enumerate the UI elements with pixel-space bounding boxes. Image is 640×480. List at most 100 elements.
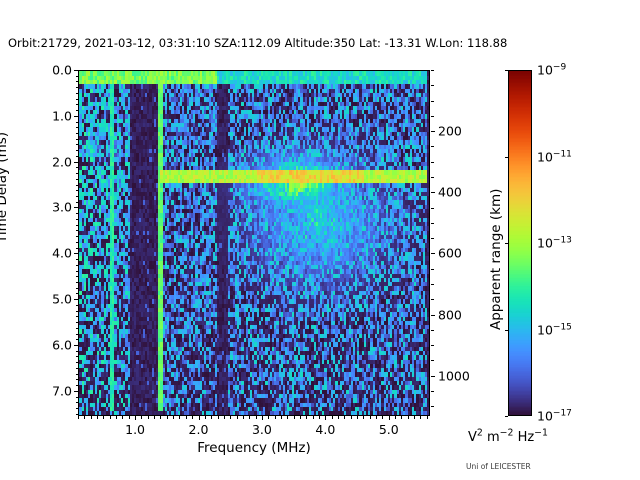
y-axis-minor-tick <box>75 184 78 186</box>
x-axis-tick-label: 3.0 <box>251 422 272 437</box>
y-axis-major-tick <box>74 207 78 209</box>
x-axis-minor-tick <box>293 416 295 419</box>
x-axis-minor-tick <box>242 416 244 419</box>
y-axis-major-tick <box>74 70 78 71</box>
y-axis-minor-tick <box>75 281 78 283</box>
x-axis-minor-tick <box>299 416 301 419</box>
y-axis-minor-tick <box>75 155 78 157</box>
x-axis-minor-tick <box>192 416 194 419</box>
x-axis-minor-tick <box>280 416 282 419</box>
y-axis-minor-tick <box>75 218 78 220</box>
y-axis-tick-label: 1.0 <box>52 108 72 124</box>
y-axis-minor-tick <box>75 201 78 203</box>
colorbar-unit-label: V2 m−2 Hz−1 <box>468 427 548 445</box>
y-axis-right-major-tick <box>431 192 435 194</box>
y-axis-minor-tick <box>75 92 78 94</box>
y-axis-right-label: Apparent range (km) <box>488 188 504 330</box>
x-axis-minor-tick <box>185 416 187 419</box>
x-axis-minor-tick <box>382 416 384 419</box>
y-axis-minor-tick <box>75 178 78 180</box>
y-axis-minor-tick <box>75 264 78 266</box>
y-axis-minor-tick <box>75 333 78 335</box>
y-axis-tick-label: 7.0 <box>52 383 72 399</box>
y-axis-minor-tick <box>75 196 78 198</box>
y-axis-major-tick <box>74 344 78 346</box>
y-axis-minor-tick <box>75 407 78 409</box>
y-axis-minor-tick <box>75 362 78 364</box>
x-axis-minor-tick <box>319 416 320 419</box>
x-axis-minor-tick <box>274 416 276 419</box>
colorbar-tick <box>504 416 508 417</box>
y-axis-right-minor-tick <box>431 268 434 270</box>
y-axis-right-minor-tick <box>431 161 434 163</box>
y-axis-label: Time Delay (ms) <box>0 131 10 243</box>
y-axis-minor-tick <box>75 190 78 192</box>
y-axis-minor-tick <box>75 236 78 238</box>
y-axis-minor-tick <box>75 138 78 140</box>
x-axis-minor-tick <box>255 416 257 419</box>
x-axis-tick-label: 2.0 <box>188 422 209 437</box>
y-axis-tick-label: 5.0 <box>52 291 72 307</box>
y-axis-right-minor-tick <box>431 406 434 408</box>
y-axis-right-tick-label: 600 <box>438 245 462 261</box>
y-axis-minor-tick <box>75 230 78 232</box>
y-axis-right-major-tick <box>431 375 435 377</box>
x-axis-minor-tick <box>109 416 111 419</box>
y-axis-major-tick <box>74 115 78 117</box>
spectrogram-image <box>79 71 429 415</box>
x-axis-minor-tick <box>331 416 333 419</box>
colorbar-tick-label: 10−9 <box>537 62 567 78</box>
y-axis-minor-tick <box>75 316 78 318</box>
x-axis-minor-tick <box>287 416 289 419</box>
colorbar-tick <box>504 329 508 331</box>
y-axis-right-minor-tick <box>431 238 434 240</box>
colorbar-gradient <box>509 71 531 415</box>
institution-credit: Uni of LEICESTER <box>466 462 531 471</box>
y-axis-major-tick <box>74 161 78 163</box>
y-axis-minor-tick <box>75 396 78 398</box>
y-axis-right-major-tick <box>431 314 435 316</box>
y-axis-minor-tick <box>75 127 78 129</box>
y-axis-tick-label: 6.0 <box>52 337 72 353</box>
x-axis-minor-tick <box>122 416 124 419</box>
y-axis-minor-tick <box>75 310 78 312</box>
x-axis-major-tick <box>261 416 263 420</box>
y-axis-minor-tick <box>75 322 78 324</box>
y-axis-minor-tick <box>75 224 78 226</box>
colorbar-tick <box>504 70 508 71</box>
x-axis-minor-tick <box>78 416 79 419</box>
x-axis-minor-tick <box>160 416 162 419</box>
x-axis-minor-tick <box>268 416 270 419</box>
y-axis-tick-label: 3.0 <box>52 199 72 215</box>
x-axis-minor-tick <box>173 416 175 419</box>
y-axis-right-minor-tick <box>431 360 434 362</box>
x-axis-minor-tick <box>84 416 86 419</box>
x-axis-minor-tick <box>344 416 346 419</box>
x-axis-minor-tick <box>426 416 428 419</box>
x-axis-tick-label: 4.0 <box>315 422 336 437</box>
y-axis-right-major-tick <box>431 131 435 133</box>
x-axis-minor-tick <box>350 416 352 419</box>
colorbar-axes <box>508 70 532 416</box>
x-axis-minor-tick <box>395 416 397 419</box>
x-axis-label: Frequency (MHz) <box>197 440 311 456</box>
y-axis-right-minor-tick <box>431 345 434 347</box>
y-axis-right-minor-tick <box>431 176 434 178</box>
x-axis-minor-tick <box>407 416 409 419</box>
y-axis-minor-tick <box>75 121 78 123</box>
x-axis-minor-tick <box>97 416 99 419</box>
y-axis-minor-tick <box>75 293 78 295</box>
x-axis-minor-tick <box>116 416 118 419</box>
x-axis-tick-label: 5.0 <box>378 422 399 437</box>
y-axis-minor-tick <box>75 385 78 387</box>
y-axis-right-minor-tick <box>431 115 434 117</box>
x-axis-minor-tick <box>230 416 232 419</box>
x-axis-minor-tick <box>204 416 206 419</box>
y-axis-minor-tick <box>75 270 78 272</box>
x-axis-minor-tick <box>369 416 371 419</box>
x-axis-minor-tick <box>338 416 340 419</box>
x-axis-major-tick <box>135 416 137 420</box>
y-axis-right-tick-label: 400 <box>438 184 462 200</box>
x-axis-minor-tick <box>401 416 403 419</box>
x-axis-minor-tick <box>376 416 378 419</box>
